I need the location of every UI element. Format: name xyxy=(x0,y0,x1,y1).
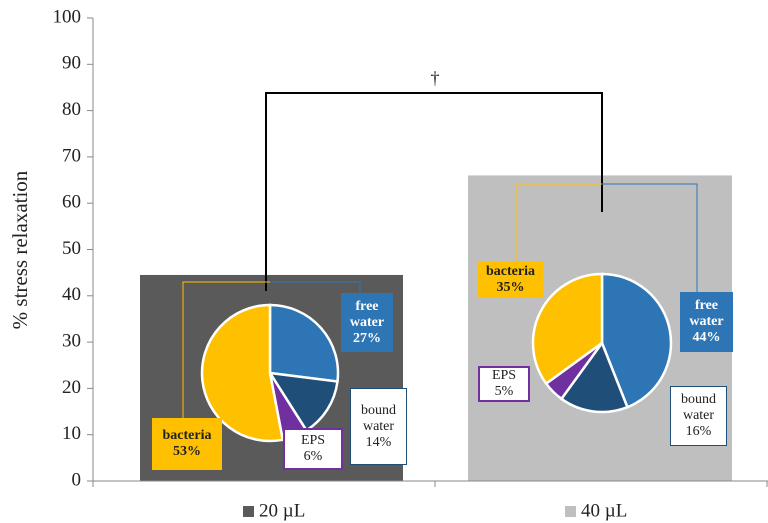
annotation: † xyxy=(431,68,440,88)
pie-label: bacteria 35% xyxy=(478,262,543,298)
pie-label-name: bacteria xyxy=(486,264,535,279)
pie-label-value: 53% xyxy=(173,444,201,459)
pie-label-name: free water xyxy=(349,298,385,330)
pie-label: bound water 14% xyxy=(350,388,407,465)
pie-label-name: free water xyxy=(689,298,724,329)
pie-label: EPS 5% xyxy=(478,366,530,402)
pie-label-value: 35% xyxy=(496,280,525,295)
y-tick-label: 40 xyxy=(62,284,81,305)
significance-bracket xyxy=(265,92,603,291)
leader xyxy=(602,183,698,292)
pie-label-name: EPS xyxy=(491,368,517,383)
leader xyxy=(516,183,602,262)
y-tick-label: 20 xyxy=(62,377,81,398)
y-tick-label: 80 xyxy=(62,99,81,120)
pie-slice xyxy=(559,340,630,414)
pie-label-value: 16% xyxy=(685,424,712,439)
pie-slice xyxy=(268,303,340,383)
pie-label-value: 6% xyxy=(303,449,323,464)
leader xyxy=(182,281,270,418)
pie-label-value: 14% xyxy=(365,434,392,450)
y-tick-label: 70 xyxy=(62,145,81,166)
pie-label-value: 27% xyxy=(353,330,381,346)
y-tick-label: 90 xyxy=(62,53,81,74)
pie-label: free water 44% xyxy=(680,292,733,352)
pie-label: bound water 16% xyxy=(670,386,727,446)
pie-label: free water 27% xyxy=(341,293,393,352)
legend-swatch xyxy=(243,506,254,517)
y-tick-label: 50 xyxy=(62,238,81,259)
pie-slice xyxy=(600,272,673,409)
pie-label-value: 5% xyxy=(494,384,514,399)
y-axis-label: % stress relaxation xyxy=(8,170,32,329)
y-tick-label: 60 xyxy=(62,192,81,213)
y-tick-label: 30 xyxy=(62,330,81,351)
pie-label: EPS 6% xyxy=(283,428,343,470)
pie-label-name: bacteria xyxy=(162,428,212,443)
pie-label-value: 44% xyxy=(692,330,721,345)
leader xyxy=(270,281,361,293)
pie-slice xyxy=(200,303,285,443)
y-tick-label: 0 xyxy=(72,469,82,490)
legend-swatch xyxy=(565,506,576,517)
legend-label: 40 µL xyxy=(581,500,627,521)
y-tick-label: 100 xyxy=(53,6,82,27)
pie-slice xyxy=(531,272,604,386)
pie-label-name: EPS xyxy=(300,433,326,448)
pie-label: bacteria 53% xyxy=(152,418,222,470)
pie-label-name: bound water xyxy=(361,402,396,434)
legend-label: 20 µL xyxy=(259,500,305,521)
y-tick-label: 10 xyxy=(62,423,81,444)
pie-label-name: bound water xyxy=(681,392,716,423)
